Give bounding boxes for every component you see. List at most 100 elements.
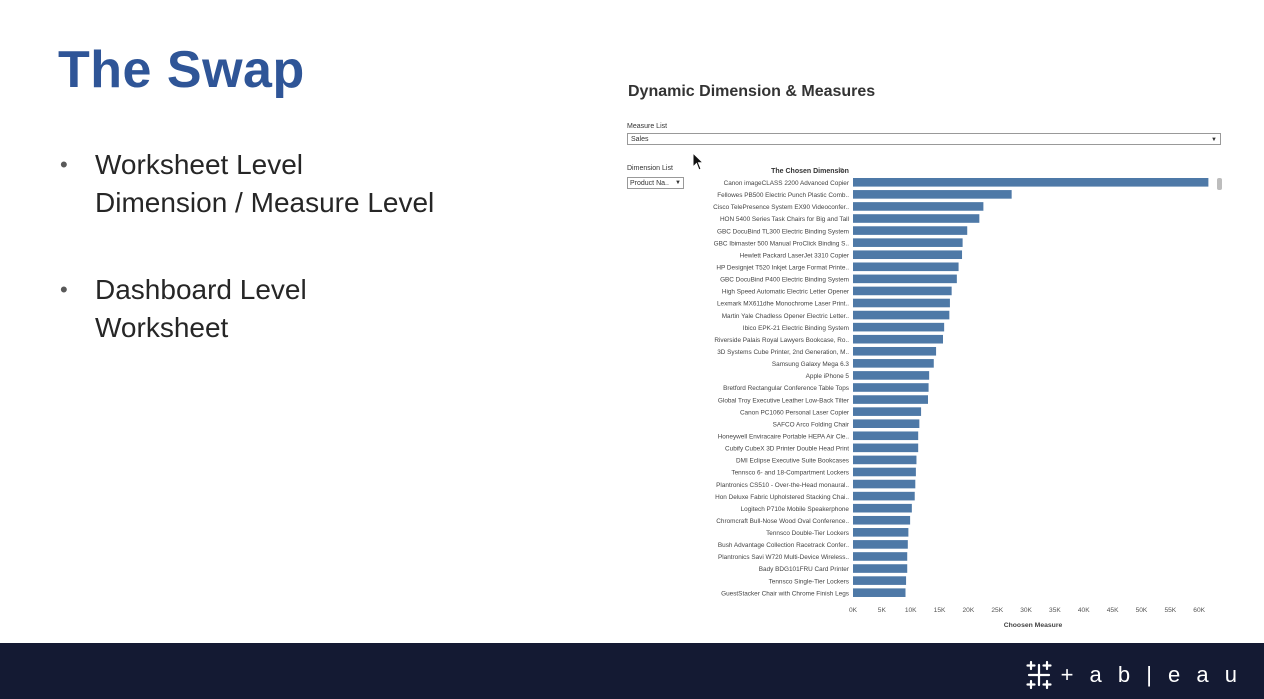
bar xyxy=(853,479,916,489)
bar xyxy=(853,503,912,513)
bar xyxy=(853,540,908,549)
category-label: Hon Deluxe Fabric Upholstered Stacking C… xyxy=(715,494,849,501)
bar xyxy=(853,262,959,272)
x-tick-label: 35K xyxy=(1049,607,1061,614)
category-label: Honeywell Enviracaire Portable HEPA Air … xyxy=(718,433,850,440)
x-tick-label: 60K xyxy=(1193,607,1205,614)
dimension-list-value: Product Na.. xyxy=(630,180,669,187)
bar xyxy=(853,371,930,380)
bar xyxy=(853,359,934,368)
x-tick-label: 25K xyxy=(991,607,1003,614)
bar xyxy=(853,455,917,465)
bar xyxy=(853,190,1012,199)
bar xyxy=(853,467,916,477)
bullet-dot-icon: • xyxy=(60,152,68,177)
category-label: Tennsco Double-Tier Lockers xyxy=(766,530,849,537)
category-label: Tennsco Single-Tier Lockers xyxy=(769,578,849,585)
tableau-logo: + a b | e a u xyxy=(1023,659,1242,691)
bar xyxy=(853,564,908,573)
bar xyxy=(853,226,968,235)
category-label: GuestStacker Chair with Chrome Finish Le… xyxy=(721,590,849,597)
sort-icon: ≡ xyxy=(838,166,844,174)
x-tick-label: 45K xyxy=(1107,607,1119,614)
bar xyxy=(853,419,920,428)
category-label: Plantronics Savi W720 Multi-Device Wirel… xyxy=(718,554,849,561)
bar xyxy=(853,178,1209,187)
category-label: Lexmark MX611dhe Monochrome Laser Print.… xyxy=(717,301,849,308)
bar xyxy=(853,552,908,561)
bar-chart: The Chosen Dimension≡ Canon imageCLASS 22… xyxy=(713,166,1222,629)
chevron-down-icon[interactable]: ▼ xyxy=(675,180,681,186)
x-tick-label: 5K xyxy=(878,607,887,614)
bar xyxy=(853,346,937,356)
bullet-item-worksheet-level: • Worksheet Level Dimension / Measure Le… xyxy=(60,146,560,222)
bars-group: Canon imageCLASS 2200 Advanced Copier Fel… xyxy=(713,178,1209,597)
bullet-line: Dimension / Measure Level xyxy=(95,187,435,218)
bar xyxy=(853,443,919,453)
category-label: HP Designjet T520 Inkjet Large Format Pr… xyxy=(716,264,849,271)
category-label: Cubify CubeX 3D Printer Double Head Prin… xyxy=(725,446,849,453)
chevron-down-icon[interactable]: ▼ xyxy=(1211,137,1217,143)
category-label: Apple iPhone 5 xyxy=(806,373,850,380)
bar xyxy=(853,515,911,525)
chart-title: The Chosen Dimension xyxy=(771,168,849,175)
bullet-list: • Worksheet Level Dimension / Measure Le… xyxy=(60,146,560,347)
category-label: Plantronics CS510 - Over-the-Head monaur… xyxy=(716,482,849,489)
category-label: Canon imageCLASS 2200 Advanced Copier xyxy=(724,180,850,187)
bar xyxy=(853,407,922,416)
category-label: Bretford Rectangular Conference Table To… xyxy=(723,385,849,392)
category-label: Cisco TelePresence System EX90 Videoconf… xyxy=(713,204,849,211)
category-label: Fellowes PB500 Electric Punch Plastic Co… xyxy=(717,192,849,199)
bar xyxy=(853,491,915,501)
category-label: Martin Yale Chadless Opener Electric Let… xyxy=(722,313,850,320)
bullet-line: Worksheet xyxy=(95,312,229,343)
footer-bar: + a b | e a u xyxy=(0,643,1264,699)
measure-list-label: Measure List xyxy=(627,123,668,130)
measure-list-dropdown[interactable]: Sales ▼ xyxy=(627,133,1221,145)
category-label: SAFCO Arco Folding Chair xyxy=(773,421,850,428)
bar xyxy=(853,286,952,296)
bar xyxy=(853,528,909,537)
category-label: Tennsco 6- and 18-Compartment Lockers xyxy=(731,470,849,477)
category-label: GBC DocuBind P400 Electric Binding Syste… xyxy=(720,277,849,284)
category-label: GBC DocuBind TL300 Electric Binding Syst… xyxy=(717,228,849,235)
x-tick-label: 15K xyxy=(934,607,946,614)
category-label: Global Troy Executive Leather Low-Back T… xyxy=(718,397,850,404)
bar xyxy=(853,588,906,597)
category-label: Canon PC1060 Personal Laser Copier xyxy=(740,409,850,416)
scrollbar-thumb xyxy=(1217,178,1222,190)
x-tick-label: 50K xyxy=(1136,607,1148,614)
category-label: Riverside Palais Royal Lawyers Bookcase,… xyxy=(714,337,849,344)
tableau-cross-icon xyxy=(1025,660,1052,690)
dashboard-title: Dynamic Dimension & Measures xyxy=(628,83,876,100)
bar xyxy=(853,238,963,247)
category-label: Bady BDG101FRU Card Printer xyxy=(759,566,850,573)
bar xyxy=(853,202,984,211)
x-tick-label: 40K xyxy=(1078,607,1090,614)
category-label: Ibico EPK-21 Electric Binding System xyxy=(743,325,849,332)
dimension-list-dropdown[interactable]: Product Na.. ▼ xyxy=(627,177,684,189)
x-tick-label: 0K xyxy=(849,607,858,614)
slide-title: The Swap xyxy=(58,41,305,99)
bullet-dot-icon: • xyxy=(60,277,68,302)
x-tick-label: 10K xyxy=(905,607,917,614)
category-label: Logitech P710e Mobile Speakerphone xyxy=(741,506,850,513)
bar xyxy=(853,383,929,392)
category-label: High Speed Automatic Electric Letter Ope… xyxy=(722,289,850,296)
bar xyxy=(853,576,907,585)
mouse-pointer-icon xyxy=(692,152,705,171)
bar xyxy=(853,298,950,308)
dimension-list-label: Dimension List xyxy=(627,165,673,172)
bar xyxy=(853,250,963,260)
x-axis-label: Choosen Measure xyxy=(1004,622,1063,629)
category-label: Hewlett Packard LaserJet 3310 Copier xyxy=(740,252,850,259)
category-label: Chromcraft Bull-Nose Wood Oval Conferenc… xyxy=(716,518,849,525)
x-tick-label: 55K xyxy=(1164,607,1176,614)
category-label: GBC Ibimaster 500 Manual ProClick Bindin… xyxy=(714,240,850,247)
bar xyxy=(853,395,928,404)
bar xyxy=(853,334,943,344)
bar xyxy=(853,431,919,441)
category-label: Samsung Galaxy Mega 6.3 xyxy=(772,361,850,368)
bullet-line: Dashboard Level xyxy=(95,274,307,305)
bar xyxy=(853,322,945,332)
